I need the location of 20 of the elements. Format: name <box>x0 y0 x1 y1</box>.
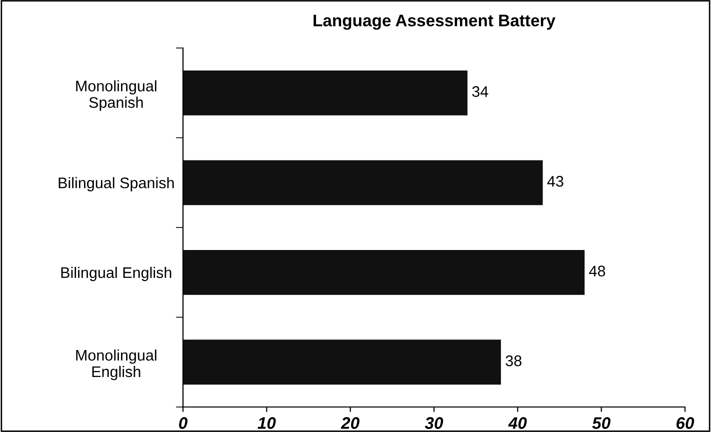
x-tick-label: 10 <box>258 417 276 429</box>
x-tick-label: 0 <box>179 417 188 429</box>
bar <box>183 250 585 295</box>
data-label: 34 <box>472 86 488 97</box>
chart-title: Language Assessment Battery <box>314 14 556 30</box>
data-label: 48 <box>589 266 606 276</box>
y-tick-label: Bilingual Spanish <box>58 177 174 192</box>
y-tick-label: Bilingual English <box>61 266 172 282</box>
y-tick-label: Monolingual English <box>76 349 156 380</box>
y-tick-label: Monolingual Spanish <box>76 80 156 111</box>
bar <box>183 70 468 116</box>
x-tick-label: 50 <box>592 417 610 429</box>
data-label: 43 <box>547 176 564 187</box>
x-tick-label: 60 <box>676 417 694 429</box>
bar <box>183 340 501 385</box>
x-tick-label: 40 <box>508 417 527 429</box>
data-label: 38 <box>506 355 522 366</box>
bar <box>183 160 543 206</box>
x-tick-label: 20 <box>340 417 360 429</box>
x-tick-label: 30 <box>424 417 444 429</box>
